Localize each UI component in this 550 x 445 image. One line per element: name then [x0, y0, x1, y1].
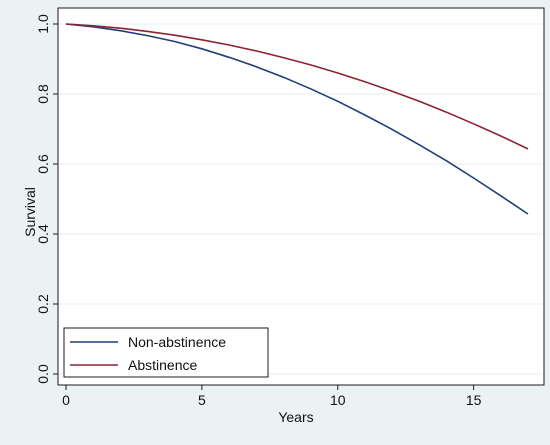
x-tick-label: 0: [62, 392, 70, 408]
x-tick-label: 5: [198, 392, 206, 408]
y-tick-label: 0.0: [35, 364, 51, 384]
legend-box: [63, 327, 269, 378]
x-axis-label: Years: [278, 409, 313, 425]
series-line-non-abstinence: [65, 23, 529, 215]
series-line-abstinence: [65, 23, 529, 150]
x-tick-label: 15: [466, 392, 482, 408]
axes: 0.0 0.2 0.4 0.6 0.8 1.0 0 5 10 15: [35, 14, 482, 408]
y-tick-label: 0.8: [35, 84, 51, 104]
y-tick-label: 1.0: [35, 14, 51, 34]
y-tick-label: 0.4: [35, 224, 51, 244]
y-tick-label: 0.2: [35, 294, 51, 314]
legend-label-non-abstinence: Non-abstinence: [128, 334, 226, 350]
plot-area: [57, 7, 545, 386]
x-tick-label: 10: [330, 392, 346, 408]
y-axis-label: Survival: [22, 187, 38, 237]
series-lines: [65, 23, 529, 215]
legend-label-abstinence: Abstinence: [128, 357, 197, 373]
y-tick-label: 0.6: [35, 154, 51, 174]
legend: Non-abstinence Abstinence: [63, 327, 269, 378]
